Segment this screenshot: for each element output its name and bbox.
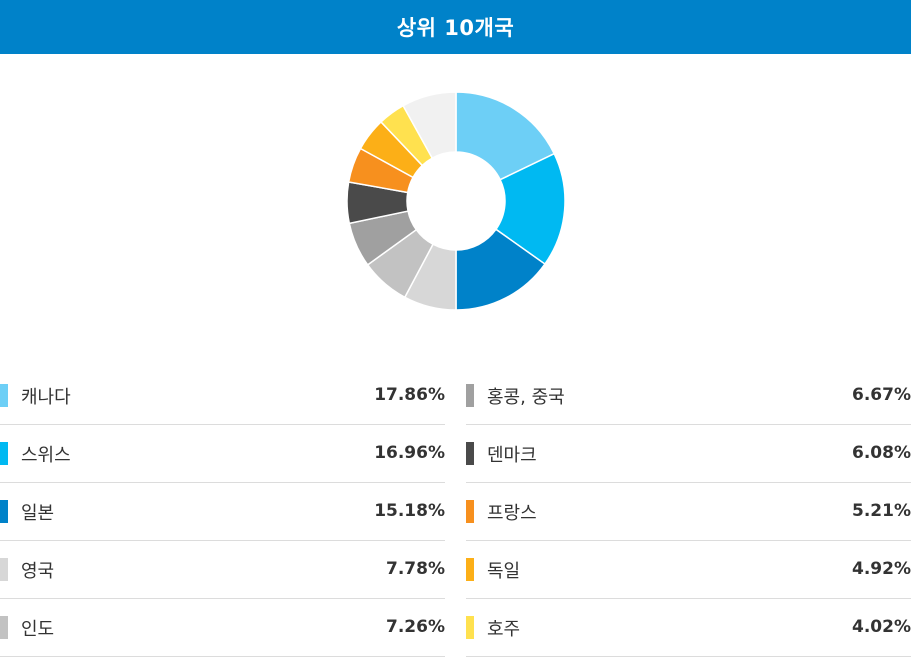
legend-right-column: 홍콩, 중국 6.67% 덴마크 6.08% 프랑스 5.21% 독일 4.92% 호주 4.02…	[466, 367, 911, 657]
legend-value: 7.26%	[386, 617, 445, 637]
legend-left-column: 캐나다 17.86% 스위스 16.96% 일본 15.18% 영국 7.78% 인도 7.26%	[0, 367, 445, 657]
legend-item[interactable]: 영국 7.78%	[0, 541, 445, 599]
legend-item[interactable]: 덴마크 6.08%	[466, 425, 911, 483]
donut-slice-2[interactable]	[494, 152, 566, 266]
legend-value: 7.78%	[386, 559, 445, 579]
legend-swatch	[466, 500, 474, 523]
legend-label: 캐나다	[21, 387, 71, 408]
legend-swatch	[0, 442, 8, 465]
legend-item[interactable]: 호주 4.02%	[466, 599, 911, 657]
legend-item[interactable]: 독일 4.92%	[466, 541, 911, 599]
legend-swatch	[466, 616, 474, 639]
legend-value: 4.02%	[852, 617, 911, 637]
legend-label: 독일	[487, 561, 521, 582]
legend-item[interactable]: 인도 7.26%	[0, 599, 445, 657]
donut-slice-other[interactable]	[402, 91, 457, 160]
legend-item[interactable]: 프랑스 5.21%	[466, 483, 911, 541]
legend-value: 16.96%	[374, 443, 445, 463]
chart-title: 상위 10개국	[396, 16, 515, 40]
legend-value: 4.92%	[852, 559, 911, 579]
legend-swatch	[0, 500, 8, 523]
legend-swatch	[0, 616, 8, 639]
chart-header: 상위 10개국	[0, 0, 911, 54]
legend-swatch	[466, 442, 474, 465]
legend-swatch	[466, 384, 474, 407]
legend-value: 15.18%	[374, 501, 445, 521]
legend-label: 호주	[487, 619, 521, 640]
legend-value: 17.86%	[374, 385, 445, 405]
legend-item[interactable]: 캐나다 17.86%	[0, 367, 445, 425]
donut-chart	[346, 91, 566, 311]
donut-slice-1[interactable]	[455, 91, 556, 181]
legend-swatch	[0, 384, 8, 407]
legend-value: 5.21%	[852, 501, 911, 521]
legend-item[interactable]: 일본 15.18%	[0, 483, 445, 541]
legend-label: 프랑스	[487, 503, 537, 524]
legend-label: 일본	[21, 503, 55, 524]
legend-swatch	[466, 558, 474, 581]
donut-chart-area	[0, 54, 911, 364]
legend-swatch	[0, 558, 8, 581]
legend-label: 영국	[21, 561, 55, 582]
legend-item[interactable]: 스위스 16.96%	[0, 425, 445, 483]
legend-label: 스위스	[21, 445, 71, 466]
legend-label: 홍콩, 중국	[487, 387, 565, 408]
legend-value: 6.08%	[852, 443, 911, 463]
legend-label: 덴마크	[487, 445, 537, 466]
legend-value: 6.67%	[852, 385, 911, 405]
legend-item[interactable]: 홍콩, 중국 6.67%	[466, 367, 911, 425]
legend-label: 인도	[21, 619, 55, 640]
